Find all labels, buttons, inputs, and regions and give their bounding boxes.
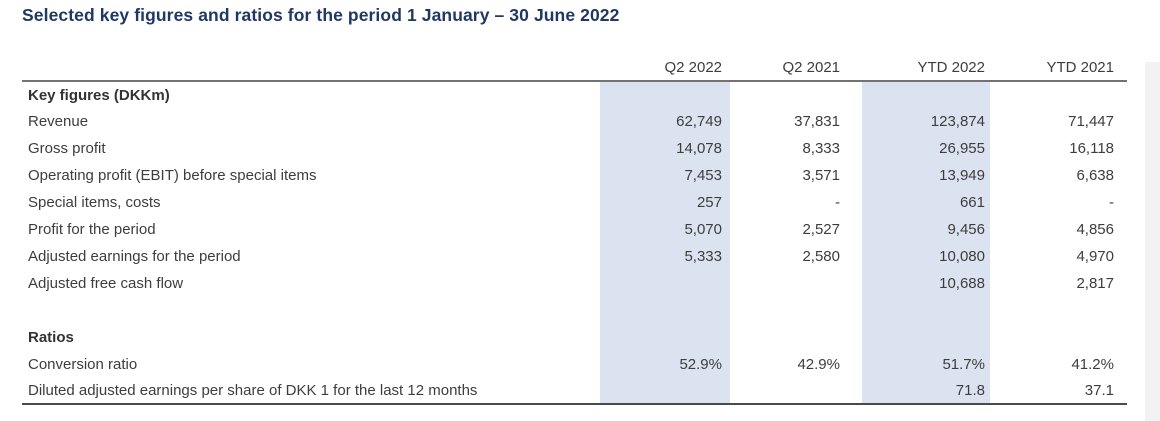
- col-header-ytd-2021: YTD 2021: [990, 55, 1127, 82]
- cell-q2-2022: [600, 270, 730, 297]
- cell-q2-2021: 2,580: [802, 248, 840, 265]
- cell-q2-2022: 257: [600, 189, 730, 216]
- cell-ytd-2021: -: [1109, 194, 1114, 211]
- cell-q2-2022: 5,333: [600, 243, 730, 270]
- cell-ytd-2021: [990, 81, 1127, 108]
- page-title: Selected key figures and ratios for the …: [22, 5, 620, 25]
- cell-ytd-2021: [990, 297, 1127, 324]
- cell-q2-2022: [600, 297, 730, 324]
- section-header-row: Key figures (DKKm): [22, 81, 1127, 108]
- cell-ytd-2022: 9,456: [862, 216, 990, 243]
- cell-q2-2021: [730, 378, 862, 405]
- cell-ytd-2022: 71.8: [862, 378, 990, 405]
- cell-q2-2021: [730, 270, 862, 297]
- cell-ytd-2022: 661: [862, 189, 990, 216]
- table-row: Adjusted earnings for the period 5,333 2,5…: [22, 243, 1127, 270]
- row-label: Adjusted earnings for the period: [28, 248, 241, 265]
- cell-ytd-2021: 37.1: [990, 378, 1127, 405]
- cell-q2-2022: 62,749: [600, 108, 730, 135]
- row-label: Profit for the period: [28, 221, 156, 238]
- cell-q2-2022: 14,078: [600, 135, 730, 162]
- cell-q2-2021: [730, 297, 862, 324]
- row-label: [22, 297, 600, 324]
- row-label: Special items, costs: [28, 194, 161, 211]
- cell-q2-2022: [600, 378, 730, 405]
- table-row: Diluted adjusted earnings per share of D…: [22, 378, 1127, 405]
- col-header-q2-2021: Q2 2021: [730, 55, 862, 82]
- cell-q2-2021: 3,571: [802, 167, 840, 184]
- cell-q2-2021: 2,527: [802, 221, 840, 238]
- table-row: Special items, costs 257 - 661 -: [22, 189, 1127, 216]
- cell-q2-2021: -: [835, 194, 840, 211]
- row-label: Revenue: [28, 113, 89, 130]
- cell-ytd-2022: 10,080: [862, 243, 990, 270]
- cell-ytd-2022: 10,688: [862, 270, 990, 297]
- spacer-row: [22, 297, 1127, 324]
- cell-q2-2021: 8,333: [802, 140, 840, 157]
- cell-q2-2022: [600, 324, 730, 351]
- page-edge-artifact: [1145, 62, 1160, 421]
- cell-ytd-2021: 2,817: [1076, 275, 1114, 292]
- cell-q2-2022: [600, 81, 730, 108]
- section-header-row: Ratios: [22, 324, 1127, 351]
- section-header-label: Key figures (DKKm): [28, 86, 170, 104]
- cell-ytd-2022: 26,955: [862, 135, 990, 162]
- section-header-label: Ratios: [28, 329, 74, 346]
- cell-ytd-2021: 4,856: [1076, 221, 1114, 238]
- row-label: Adjusted free cash flow: [28, 275, 184, 292]
- cell-ytd-2021: 4,970: [1076, 248, 1114, 265]
- cell-q2-2021: [730, 81, 862, 108]
- col-header-q2-2022: Q2 2022: [600, 55, 730, 82]
- row-label-header: [22, 55, 600, 82]
- row-label: Operating profit (EBIT) before special i…: [28, 167, 317, 184]
- cell-q2-2022: 5,070: [600, 216, 730, 243]
- table-row: Gross profit 14,078 8,333 26,955 16,118: [22, 135, 1127, 162]
- cell-q2-2021: [730, 324, 862, 351]
- cell-ytd-2022: [862, 324, 990, 351]
- cell-ytd-2022: 51.7%: [862, 351, 990, 378]
- table-row: Adjusted free cash flow 10,688 2,817: [22, 270, 1127, 297]
- table-row: Profit for the period 5,070 2,527 9,456 4,85…: [22, 216, 1127, 243]
- row-label: Diluted adjusted earnings per share of D…: [22, 378, 600, 405]
- cell-ytd-2021: 6,638: [1076, 167, 1114, 184]
- cell-ytd-2021: 41.2%: [1071, 356, 1114, 373]
- cell-ytd-2021: 16,118: [1069, 140, 1114, 157]
- cell-ytd-2021: 71,447: [1068, 113, 1114, 130]
- cell-q2-2021: 42.9%: [797, 356, 840, 373]
- cell-ytd-2021: [990, 324, 1127, 351]
- table-row: Revenue 62,749 37,831 123,874 71,447: [22, 108, 1127, 135]
- cell-q2-2022: 7,453: [600, 162, 730, 189]
- cell-q2-2022: 52.9%: [600, 351, 730, 378]
- cell-ytd-2022: [862, 297, 990, 324]
- column-header-row: Q2 2022 Q2 2021 YTD 2022 YTD 2021: [22, 55, 1127, 82]
- cell-ytd-2022: 123,874: [862, 108, 990, 135]
- key-figures-table: Q2 2022 Q2 2021 YTD 2022 YTD 2021 Key fi…: [22, 55, 1127, 405]
- row-label: Gross profit: [28, 140, 106, 157]
- table-row: Operating profit (EBIT) before special i…: [22, 162, 1127, 189]
- cell-q2-2021: 37,831: [794, 113, 840, 130]
- row-label: Conversion ratio: [28, 356, 138, 373]
- cell-ytd-2022: 13,949: [862, 162, 990, 189]
- cell-ytd-2022: [862, 81, 990, 108]
- col-header-ytd-2022: YTD 2022: [862, 55, 990, 82]
- table-row: Conversion ratio 52.9% 42.9% 51.7% 41.2%: [22, 351, 1127, 378]
